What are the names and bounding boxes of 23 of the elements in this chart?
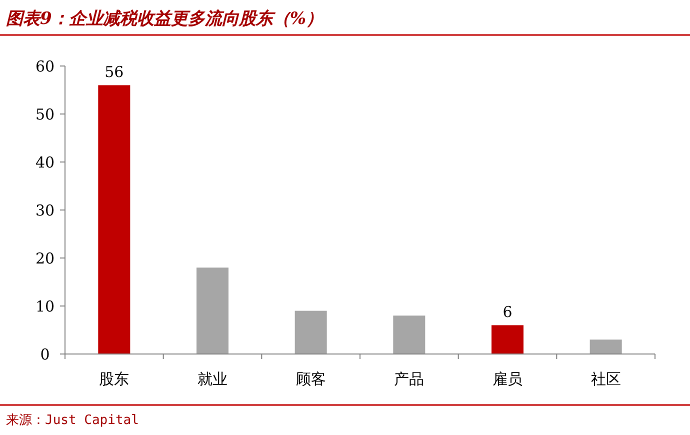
y-tick-label: 0	[40, 345, 50, 364]
x-tick-label: 产品	[394, 370, 424, 388]
bar	[294, 310, 327, 354]
x-tick-label: 社区	[590, 370, 621, 388]
y-tick-label: 40	[35, 153, 55, 172]
x-tick-label: 股东	[99, 370, 130, 388]
y-tick-label: 50	[35, 105, 55, 124]
y-tick-label: 30	[35, 201, 55, 220]
bar	[492, 325, 524, 354]
bar	[196, 268, 228, 354]
bar	[393, 316, 426, 354]
data-label: 6	[502, 303, 512, 322]
y-tick-label: 20	[35, 249, 55, 268]
chart-title: 图表9：企业减税收益更多流向股东（%）	[6, 9, 323, 29]
x-tick-label: 雇员	[492, 370, 522, 388]
x-tick-label: 就业	[198, 370, 228, 388]
source-note: 来源：Just Capital	[6, 413, 139, 428]
bar	[98, 85, 130, 354]
data-label: 56	[104, 63, 124, 82]
x-tick-label: 顾客	[296, 370, 326, 388]
y-tick-label: 10	[35, 297, 55, 316]
bar	[590, 340, 622, 354]
y-tick-label: 60	[35, 57, 55, 76]
